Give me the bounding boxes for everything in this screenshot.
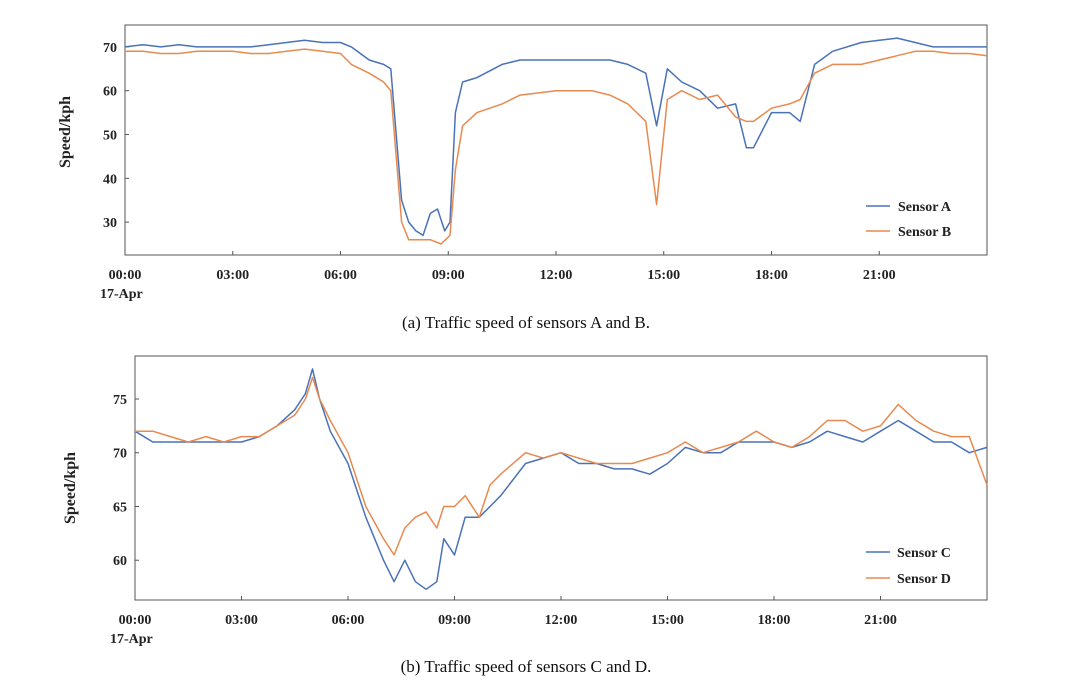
series-line-sensor-c — [134, 368, 988, 591]
series-line-sensor-a — [124, 37, 987, 237]
chart-b-date-label: 17-Apr — [110, 632, 153, 647]
chart-a-x-tick-label: 18:00 — [755, 268, 788, 283]
series-line-sensor-d — [135, 376, 988, 556]
chart-b-caption: (b) Traffic speed of sensors C and D. — [401, 657, 652, 676]
chart-a-x-tick-label: 00:00 — [109, 268, 142, 283]
chart-a-y-tick-label: 30 — [103, 216, 117, 231]
chart-a-x-tick-label: 21:00 — [863, 268, 896, 283]
chart-b-y-tick-label: 75 — [113, 393, 127, 408]
chart-a-y-tick-label: 40 — [103, 172, 117, 187]
chart-a-legend-sensor-b: Sensor B — [898, 225, 951, 240]
chart-a-y-tick-label: 50 — [103, 129, 117, 144]
chart-b-y-tick-label: 65 — [113, 500, 127, 515]
chart-a-x-tick-label: 12:00 — [540, 268, 573, 283]
chart-b-legend: Sensor C Sensor D — [866, 546, 951, 587]
chart-b-plot-frame — [134, 355, 988, 601]
chart-b-x-tick-label: 00:00 — [119, 613, 152, 628]
chart-b-legend-sensor-d: Sensor D — [897, 572, 951, 587]
chart-b-y-tick-label: 60 — [113, 554, 127, 569]
chart-b-y-axis-label: Speed/kph — [62, 452, 79, 524]
chart-a-y-axis-label: Speed/kph — [57, 96, 74, 168]
chart-b-x-tick-label: 09:00 — [438, 613, 471, 628]
chart-b-x-tick-label: 06:00 — [332, 613, 365, 628]
chart-a-x-tick-label: 03:00 — [216, 268, 249, 283]
chart-a-x-tick-label: 15:00 — [647, 268, 680, 283]
chart-b: 60 65 70 75 00:00 03:00 06:00 09:00 12:00 15:00 1… — [62, 355, 988, 676]
chart-a-x-tick-label: 06:00 — [324, 268, 357, 283]
series-line-sensor-b — [125, 48, 988, 245]
chart-a-y-tick-label: 60 — [103, 85, 117, 100]
chart-a: 30 40 50 60 70 00:00 03:00 06:00 09:00 12:00 15:0… — [57, 24, 988, 332]
chart-b-x-tick-label: 03:00 — [225, 613, 258, 628]
chart-a-date-label: 17-Apr — [100, 287, 143, 302]
chart-a-legend-sensor-a: Sensor A — [898, 200, 952, 215]
chart-a-y-tick-label: 70 — [103, 41, 117, 56]
chart-a-legend: Sensor A Sensor B — [866, 200, 952, 240]
chart-b-x-tick-label: 21:00 — [864, 613, 897, 628]
chart-b-x-tick-label: 15:00 — [651, 613, 684, 628]
chart-a-x-tick-label: 09:00 — [432, 268, 465, 283]
chart-a-caption: (a) Traffic speed of sensors A and B. — [402, 313, 650, 332]
chart-b-x-tick-label: 18:00 — [758, 613, 791, 628]
chart-b-x-tick-label: 12:00 — [545, 613, 578, 628]
chart-b-legend-sensor-c: Sensor C — [897, 546, 951, 561]
chart-b-y-tick-label: 70 — [113, 447, 127, 462]
